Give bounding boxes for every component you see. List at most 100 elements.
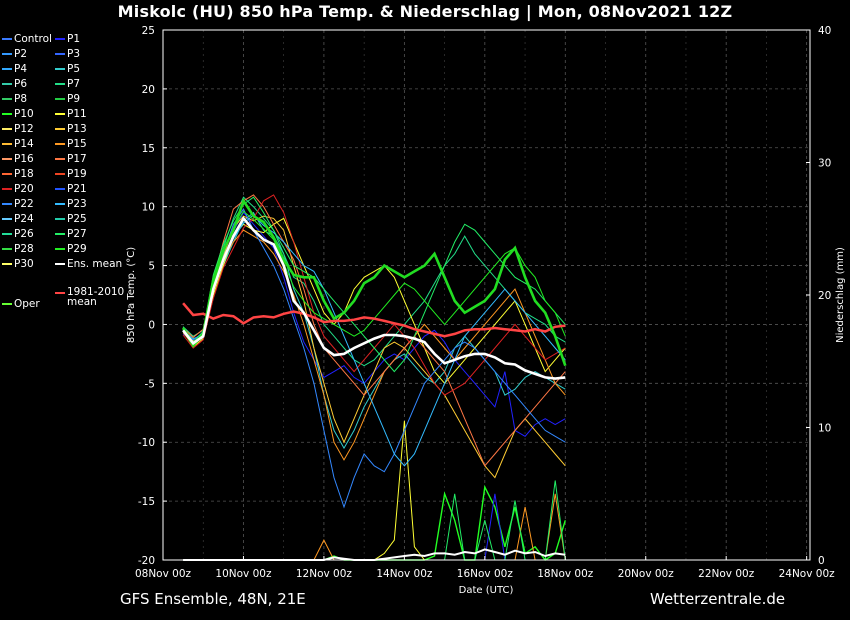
legend-entry: P2 [2,48,27,60]
legend-entry: P9 [55,93,80,105]
legend-label: 1981-2010 mean [67,286,125,308]
legend-entry: P24 [2,213,34,225]
series-p7 [182,196,566,367]
legend-swatch [55,158,65,160]
legend-label: P30 [14,258,34,270]
legend-swatch [55,128,65,130]
legend-label: P24 [14,213,34,225]
legend-swatch [2,53,12,55]
legend-swatch [2,113,12,115]
x-tick-label: 16Nov 00z [457,568,514,580]
legend-label: P6 [14,78,28,90]
x-tick-label: 10Nov 00z [215,568,272,580]
legend-label: P28 [14,243,34,255]
legend-entry: P18 [2,168,34,180]
legend-entry: 1981-2010 mean [55,287,127,307]
special-series [181,197,567,380]
ens-mean-series [182,216,566,380]
legend-label: P18 [14,168,34,180]
y-right-tick-label: 10 [818,423,831,435]
legend-entry: P10 [2,108,34,120]
legend-entry: P27 [55,228,87,240]
legend-label: P8 [14,93,28,105]
legend-entry: P1 [55,33,80,45]
x-axis-label: Date (UTC) [459,585,514,596]
x-tick-label: 24Nov 00z [779,568,836,580]
legend-swatch [2,38,12,40]
legend-label: P16 [14,153,34,165]
legend-entry: P23 [55,198,87,210]
x-tick-label: 14Nov 00z [376,568,433,580]
legend-entry: P15 [55,138,87,150]
legend-swatch [2,158,12,160]
y-axis-right-ticks: 0 10 20 30 40 [806,25,831,567]
legend-swatch [2,303,12,305]
legend-entry: Ens. mean [55,258,122,270]
y-tick-label: 25 [142,25,155,37]
legend-entry: P19 [55,168,87,180]
x-axis-ticks: 08Nov 00z 10Nov 00z 12Nov 00z 14Nov 00z 16No… [135,556,835,580]
legend-label: P3 [67,48,81,60]
legend-label: P10 [14,108,34,120]
grid [163,30,810,560]
legend-swatch [55,143,65,145]
legend-entry: P28 [2,243,34,255]
climate-mean-series [182,302,566,338]
legend-swatch [55,83,65,85]
legend-entry: P5 [55,63,80,75]
legend-swatch [2,218,12,220]
y-tick-label: 5 [148,261,155,273]
legend-entry: P14 [2,138,34,150]
legend-swatch [2,233,12,235]
legend-swatch [2,143,12,145]
legend-label: P2 [14,48,28,60]
legend-label: P23 [67,198,87,210]
legend-label: P20 [14,183,34,195]
legend-entry: P8 [2,93,27,105]
legend-swatch [2,173,12,175]
source-label: Wetterzentrale.de [650,590,786,608]
legend-label: P1 [67,33,81,45]
x-tick-label: 18Nov 00z [537,568,594,580]
legend-entry: P11 [55,108,87,120]
legend-label: P9 [67,93,81,105]
precip-ens-mean-series [183,548,566,561]
legend-entry: P29 [55,243,87,255]
legend-label: P22 [14,198,34,210]
legend-swatch [55,38,65,40]
legend-swatch [55,263,65,265]
legend-swatch [2,248,12,250]
legend-label: P26 [14,228,34,240]
legend-label: P17 [67,153,87,165]
y-tick-label: -15 [138,496,155,508]
legend-label: P12 [14,123,34,135]
legend-entry: P17 [55,153,87,165]
legend-swatch [55,233,65,235]
legend-entry: P21 [55,183,87,195]
series-p15 [182,229,566,461]
legend-label: P19 [67,168,87,180]
legend-swatch [55,218,65,220]
legend-swatch [55,203,65,205]
legend-swatch [2,68,12,70]
legend-swatch [2,263,12,265]
legend-label: P4 [14,63,28,75]
y-tick-label: -10 [138,437,155,449]
legend-label: P7 [67,78,81,90]
y-axis-ticks: -20 -15 -10 -5 0 5 10 15 20 25 [138,25,167,567]
y-right-tick-label: 40 [818,25,831,37]
y-tick-label: 0 [148,319,155,331]
legend-label: P25 [67,213,87,225]
legend-entry: P6 [2,78,27,90]
series-p11 [182,217,566,385]
legend-entry: P16 [2,153,34,165]
legend-entry: P7 [55,78,80,90]
legend-swatch [2,203,12,205]
legend-swatch [55,292,65,294]
legend-swatch [2,188,12,190]
legend-swatch [55,68,65,70]
legend-entry: P4 [2,63,27,75]
legend-label: P29 [67,243,87,255]
chart-title: Miskolc (HU) 850 hPa Temp. & Niederschla… [117,2,733,21]
